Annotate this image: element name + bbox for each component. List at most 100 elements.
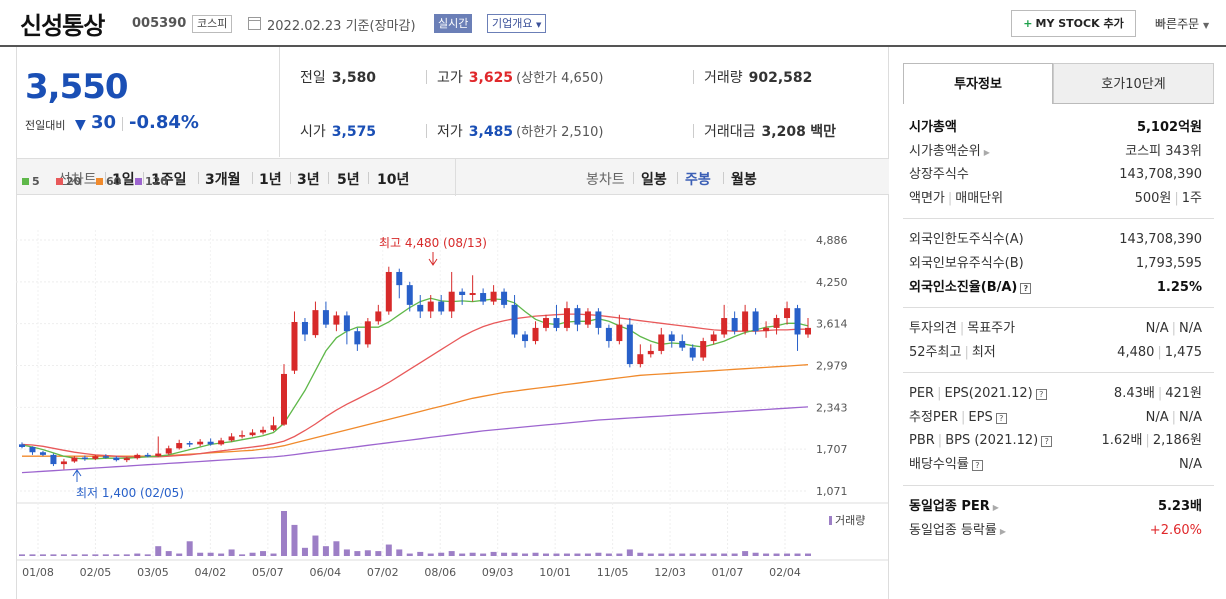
company-overview-button[interactable]: 기업개요 ▼ — [487, 14, 547, 33]
tab-10year[interactable]: 10년 — [377, 172, 410, 188]
tab-1year[interactable]: 1년 — [259, 172, 282, 188]
volume-bar — [301, 547, 308, 556]
divider — [122, 117, 123, 131]
price-panel: 3,550 전일대비 ▼ 30 -0.84% 전일 3,580 고가 3,625 (상… — [16, 47, 889, 599]
tab-orderbook[interactable]: 호가10단계 — [1053, 63, 1214, 104]
tab-1day[interactable]: 1일 — [112, 172, 135, 188]
help-icon[interactable]: ? — [1041, 436, 1053, 447]
help-icon[interactable]: ? — [1035, 389, 1047, 400]
candle — [710, 334, 717, 342]
company-name: 신성통상 — [20, 12, 105, 40]
volume-bar — [511, 552, 518, 556]
volume-bar — [291, 524, 298, 556]
tab-5year[interactable]: 5년 — [337, 172, 360, 188]
base-date: 2022.02.23 기준(장마감) — [267, 19, 416, 34]
x-tick-label: 03/05 — [137, 566, 169, 579]
low-price: 저가 3,485 (하한가 2,510) — [437, 124, 604, 140]
legend-ma20: 20 — [56, 175, 81, 188]
sector-change-row[interactable]: 동일업종 등락률 ▶ +2.60% — [909, 523, 1202, 538]
candle — [616, 324, 623, 342]
volume-bar — [563, 553, 570, 556]
volume-bar — [763, 553, 770, 556]
legend-ma60: 60 — [96, 175, 121, 188]
high-price: 고가 3,625 (상한가 4,650) — [437, 70, 604, 86]
candle — [197, 441, 204, 445]
x-tick-label: 08/06 — [424, 566, 456, 579]
volume-bar — [186, 541, 193, 556]
candle — [134, 454, 141, 459]
volume-bar — [134, 553, 141, 556]
tab-monthly[interactable]: 월봉 — [731, 172, 757, 188]
volume-bar — [228, 549, 235, 556]
x-tick-label: 11/05 — [597, 566, 629, 579]
candle — [186, 443, 193, 445]
quick-order-button[interactable]: 빠른주문 ▼ — [1155, 17, 1210, 31]
candle — [385, 271, 392, 312]
add-mystock-button[interactable]: + MY STOCK 추가 — [1011, 10, 1136, 37]
candle — [752, 311, 759, 332]
volume-bar — [605, 553, 612, 556]
candle — [805, 327, 811, 335]
line-chart-label[interactable]: 선차트 — [58, 172, 97, 188]
help-icon[interactable]: ? — [995, 413, 1007, 424]
candle — [742, 311, 749, 332]
sector-per-row[interactable]: 동일업종 PER ▶ 5.23배 — [909, 499, 1202, 514]
realtime-button[interactable]: 실시간 — [434, 14, 473, 33]
volume-bar — [71, 554, 78, 556]
y-tick-label: 1,071 — [816, 485, 848, 498]
candle — [29, 446, 36, 453]
candle-chart-label[interactable]: 봉차트 — [586, 172, 625, 188]
divider — [105, 172, 106, 184]
tab-weekly[interactable]: 주봉 — [685, 172, 711, 188]
tab-3month[interactable]: 3개월 — [205, 172, 241, 188]
y-tick-label: 2,343 — [816, 401, 848, 414]
per-row: PER | EPS(2021.12)? 8.43배 | 421원 — [909, 386, 1202, 401]
tab-invest-info[interactable]: 투자정보 — [903, 63, 1053, 104]
candle — [155, 453, 162, 457]
ma60-line — [22, 364, 809, 457]
divider — [723, 172, 724, 184]
volume-bar — [658, 553, 665, 556]
stock-code: 005390 — [132, 16, 187, 31]
candle — [364, 321, 371, 345]
divider — [633, 172, 634, 184]
ma120-line — [21, 406, 809, 474]
volume-bar — [144, 554, 151, 556]
volume-bar — [595, 552, 602, 556]
volume-bar — [81, 554, 88, 556]
help-icon[interactable]: ? — [971, 460, 983, 471]
volume-bar — [490, 551, 497, 556]
volume-bar — [260, 551, 267, 556]
volume-bar — [532, 552, 539, 556]
candle — [543, 318, 549, 328]
volume-bar — [113, 554, 120, 556]
market-cap-rank-row[interactable]: 시가총액순위 ▶ 코스피 343위 — [909, 144, 1202, 159]
candle — [448, 291, 455, 312]
pbr-row: PBR | BPS (2021.12)? 1.62배 | 2,186원 — [909, 433, 1202, 448]
volume-bar — [207, 552, 214, 556]
stock-chart[interactable]: 4,886 4,250 3,614 2,979 2,343 1,707 1,071 01/08… — [0, 0, 889, 599]
prev-close: 전일 3,580 — [300, 70, 377, 86]
candle — [291, 321, 298, 371]
change-amount: 30 — [91, 112, 117, 133]
volume-bar — [102, 554, 109, 556]
candle — [239, 435, 246, 437]
help-icon[interactable]: ? — [1020, 283, 1032, 294]
tab-daily[interactable]: 일봉 — [641, 172, 667, 188]
volume-bar — [60, 554, 67, 556]
plus-icon: + — [1023, 17, 1033, 30]
tab-3year[interactable]: 3년 — [297, 172, 320, 188]
candle — [144, 454, 151, 457]
foreign-limit-row: 외국인한도주식수(A) 143,708,390 — [909, 232, 1202, 247]
volume-bar — [312, 535, 319, 556]
candle — [679, 341, 686, 348]
candle — [647, 350, 654, 355]
x-tick-label: 12/03 — [654, 566, 686, 579]
x-tick-label: 04/02 — [195, 566, 227, 579]
tab-1week[interactable]: 1주일 — [151, 172, 187, 188]
volume-bar — [438, 552, 445, 556]
y-tick-label: 3,614 — [816, 318, 848, 331]
volume-bar — [784, 553, 791, 556]
candle — [511, 304, 518, 335]
candle — [39, 452, 46, 455]
